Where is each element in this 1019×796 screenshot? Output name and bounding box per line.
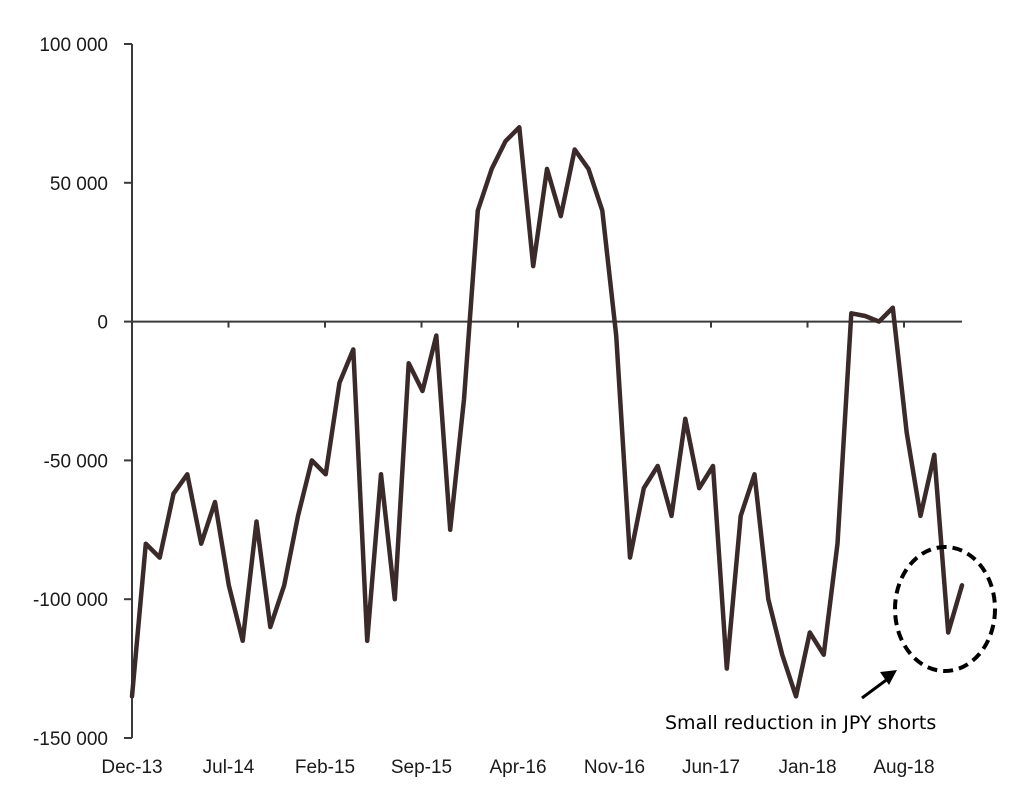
y-tick-label: -150 000 xyxy=(33,729,108,750)
annotation: Small reduction in JPY shorts xyxy=(665,545,997,734)
x-tick-label: Sep-15 xyxy=(391,757,452,778)
annotation-label: Small reduction in JPY shorts xyxy=(665,712,936,734)
annotation-arrowhead xyxy=(880,670,897,685)
x-tick-label: Apr-16 xyxy=(489,757,546,778)
y-tick-label: 50 000 xyxy=(50,174,108,195)
y-tick-label: 100 000 xyxy=(39,35,108,56)
y-tick-label: 0 xyxy=(97,313,108,334)
x-tick-label: Nov-16 xyxy=(584,757,645,778)
highlight-ellipse xyxy=(893,545,997,673)
x-tick-label: Jun-17 xyxy=(682,757,740,778)
annotation-arrow-line xyxy=(861,676,890,700)
x-ticks: Dec-13 Jul-14 Feb-15 Sep-15 Apr-16 Nov-16 Jun-… xyxy=(101,321,935,778)
x-tick-label: Jul-14 xyxy=(203,757,255,778)
y-ticks: 100 000 50 000 0 -50 000 -100 000 -150 000 xyxy=(33,35,132,750)
y-tick-label: -100 000 xyxy=(33,590,108,611)
x-tick-label: Feb-15 xyxy=(295,757,355,778)
x-tick-label: Jan-18 xyxy=(778,757,836,778)
series-line-jpy-positioning xyxy=(129,125,965,699)
y-tick-label: -50 000 xyxy=(44,451,108,472)
x-tick-label: Aug-18 xyxy=(873,757,934,778)
x-tick-label: Dec-13 xyxy=(101,757,162,778)
